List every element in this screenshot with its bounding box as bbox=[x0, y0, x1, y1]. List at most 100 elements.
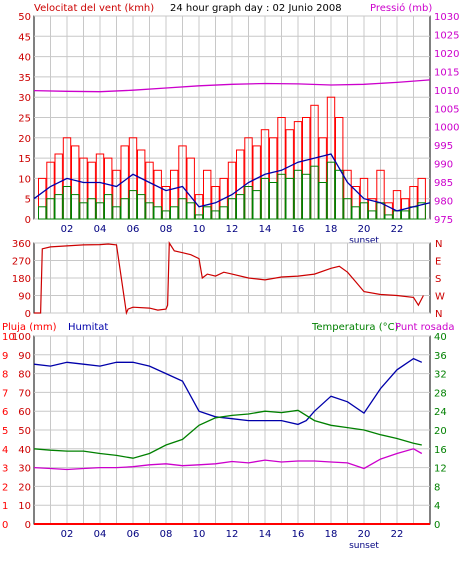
x-tick-label: 20 bbox=[358, 529, 371, 540]
humidity-line bbox=[33, 357, 423, 426]
wind-gust-bar bbox=[244, 186, 253, 220]
x-tick-label: 18 bbox=[325, 529, 338, 540]
x-tick-label: 18 bbox=[325, 224, 338, 235]
wind-gust-bar bbox=[359, 202, 369, 220]
wind-gust-bar bbox=[252, 190, 261, 220]
compass-tick-label: S bbox=[435, 274, 441, 285]
wind-direction-tick-label: 0 bbox=[25, 309, 31, 320]
pressure-tick-label: 1005 bbox=[434, 104, 459, 115]
wind-gust-bar bbox=[54, 194, 63, 220]
wind-gust-bar bbox=[285, 177, 294, 220]
rain-tick-label: 10 bbox=[2, 332, 15, 343]
wind-gust-bar bbox=[227, 198, 237, 220]
humidity-label: Humitat bbox=[68, 322, 108, 333]
wind-average-line bbox=[33, 153, 431, 212]
pressure-tick-label: 1000 bbox=[434, 123, 459, 134]
wind-gust-bar bbox=[104, 194, 113, 220]
x-tick-label: 02 bbox=[61, 529, 74, 540]
wind-speed-tick-label: 15 bbox=[18, 154, 31, 165]
x-tick-label: 08 bbox=[160, 529, 173, 540]
rain-tick-label: 6 bbox=[2, 407, 8, 418]
humidity-tick-label: 30 bbox=[18, 464, 31, 475]
wind-gust-bar bbox=[120, 198, 129, 220]
rain-tick-label: 7 bbox=[2, 388, 8, 399]
rain-tick-label: 5 bbox=[2, 426, 8, 437]
wind-gust-bar bbox=[145, 202, 154, 220]
rain-label: Pluja (mm) bbox=[2, 322, 57, 333]
x-tick-label: 10 bbox=[193, 529, 206, 540]
temperature-tick-label: 0 bbox=[434, 520, 440, 531]
wind-gust-bar bbox=[178, 198, 187, 220]
wind-gust-bar bbox=[112, 206, 121, 220]
rain-tick-label: 2 bbox=[2, 482, 8, 493]
temperature-tick-label: 28 bbox=[434, 388, 447, 399]
temperature-tick-label: 36 bbox=[434, 351, 447, 362]
wind-gust-bar bbox=[194, 214, 204, 220]
humidity-tick-label: 40 bbox=[18, 445, 31, 456]
x-tick-label: 12 bbox=[226, 224, 239, 235]
temperature-tick-label: 32 bbox=[434, 370, 447, 381]
wind-speed-tick-label: 0 bbox=[25, 215, 31, 226]
humidity-tick-label: 20 bbox=[18, 482, 31, 493]
pressure-line bbox=[33, 79, 431, 93]
wind-gust-bar bbox=[211, 210, 220, 220]
compass-tick-label: N bbox=[435, 309, 442, 320]
temperature-tick-label: 12 bbox=[434, 464, 447, 475]
pressure-tick-label: 995 bbox=[434, 141, 453, 152]
pressure-tick-label: 1015 bbox=[434, 67, 459, 78]
x-tick-label: 04 bbox=[94, 529, 107, 540]
wind-speed-tick-label: 10 bbox=[18, 174, 31, 185]
x-tick-label: 14 bbox=[259, 224, 272, 235]
humidity-tick-label: 100 bbox=[12, 332, 31, 343]
x-tick-label: 16 bbox=[292, 529, 305, 540]
rain-tick-label: 9 bbox=[2, 351, 8, 362]
wind-gust-bar bbox=[310, 165, 319, 220]
x-tick-label: 22 bbox=[391, 529, 404, 540]
temperature-tick-label: 20 bbox=[434, 426, 447, 437]
wind-gust-bar bbox=[79, 202, 88, 220]
x-tick-label: 20 bbox=[358, 224, 371, 235]
wind-speed-tick-label: 35 bbox=[18, 73, 31, 84]
pressure-tick-label: 1030 bbox=[434, 12, 459, 23]
pressure-tick-label: 1010 bbox=[434, 86, 459, 97]
wind-speed-tick-label: 50 bbox=[18, 12, 31, 23]
wind-gust-bar bbox=[302, 173, 311, 220]
wind-gust-bar bbox=[161, 210, 171, 220]
wind-direction-tick-label: 180 bbox=[12, 274, 31, 285]
humidity-tick-label: 0 bbox=[25, 520, 31, 531]
wind-gust-bar bbox=[153, 206, 162, 220]
wind-gust-bar bbox=[277, 173, 286, 220]
pressure-tick-label: 1020 bbox=[434, 49, 459, 60]
humidity-tick-label: 90 bbox=[18, 351, 31, 362]
compass-tick-label: E bbox=[435, 257, 441, 268]
x-tick-label: 08 bbox=[160, 224, 173, 235]
wind-gust-bar bbox=[219, 206, 228, 220]
wind-speed-tick-label: 25 bbox=[18, 114, 31, 125]
humidity-tick-label: 50 bbox=[18, 426, 31, 437]
x-tick-label: 12 bbox=[226, 529, 239, 540]
wind-gust-bar bbox=[38, 206, 47, 220]
wind-gust-bar bbox=[95, 202, 105, 220]
temperature-line bbox=[33, 409, 422, 459]
temperature-tick-label: 40 bbox=[434, 332, 447, 343]
wind-gust-bar bbox=[203, 206, 212, 220]
wind-gust-bar bbox=[417, 202, 426, 220]
x-tick-label: 04 bbox=[94, 224, 107, 235]
wind-speed-tick-label: 5 bbox=[25, 195, 31, 206]
dewpoint-label: Punt rosada bbox=[395, 322, 454, 333]
rain-tick-label: 8 bbox=[2, 370, 8, 381]
wind-gust-bar bbox=[46, 198, 55, 220]
wind-gust-bar bbox=[318, 182, 327, 220]
rain-tick-label: 3 bbox=[2, 464, 8, 475]
pressure-tick-label: 1025 bbox=[434, 30, 459, 41]
temperature-tick-label: 24 bbox=[434, 407, 447, 418]
wind-speed-tick-label: 45 bbox=[18, 32, 31, 43]
wind-gust-bar bbox=[401, 210, 410, 220]
wind-gust-bar bbox=[260, 177, 270, 220]
pressure-tick-label: 975 bbox=[434, 215, 453, 226]
wind-gust-bar bbox=[343, 198, 352, 220]
wind-gust-bar bbox=[137, 194, 146, 220]
wind-gust-bar bbox=[71, 194, 80, 220]
wind-direction-tick-label: 90 bbox=[18, 292, 31, 303]
